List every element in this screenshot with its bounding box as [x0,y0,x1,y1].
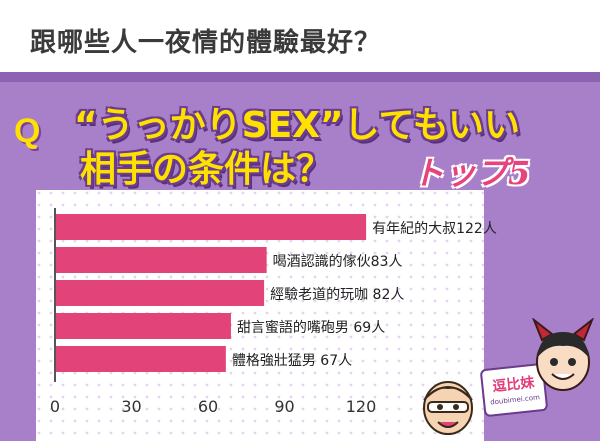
bar-label-1: 有年紀的大叔122人 [372,221,497,237]
bar-5 [55,346,226,372]
bar-label-5: 體格強壯猛男 67人 [232,353,352,369]
bar-label-3: 經驗老道的玩咖 82人 [270,287,404,303]
bar-label-2: 喝酒認識的傢伙83人 [273,254,403,270]
top5-badge: トップ5 [412,154,531,192]
page-title: 跟哪些人一夜情的體驗最好？ [30,28,382,58]
bar-1 [55,214,367,240]
question-marker: Q [14,112,41,150]
mascot-devil-girl-illustration [532,318,594,391]
question-line-2: 相手の条件は？ [80,149,333,190]
x-tick-label-120: 120 [346,397,377,416]
x-tick-label-30: 30 [121,397,141,416]
x-tick-label-90: 90 [274,397,294,416]
question-line-1: “うっかりSEX”してもいい [74,105,520,146]
chart-panel: 有年紀的大叔122人喝酒認識的傢伙83人 經驗老道的玩咖 82人甜言蜜語的嘴砲男 … [0,190,600,441]
x-tick-label-60: 60 [198,397,218,416]
bar-label-4: 甜言蜜語的嘴砲男 69人 [237,320,385,336]
header-banner [0,0,600,78]
bar-4 [55,313,231,339]
x-tick-label-0: 0 [50,397,60,416]
bar-2 [55,247,267,273]
mascot-boy-illustration [423,381,473,435]
bar-3 [55,280,265,306]
header-divider [0,72,600,82]
